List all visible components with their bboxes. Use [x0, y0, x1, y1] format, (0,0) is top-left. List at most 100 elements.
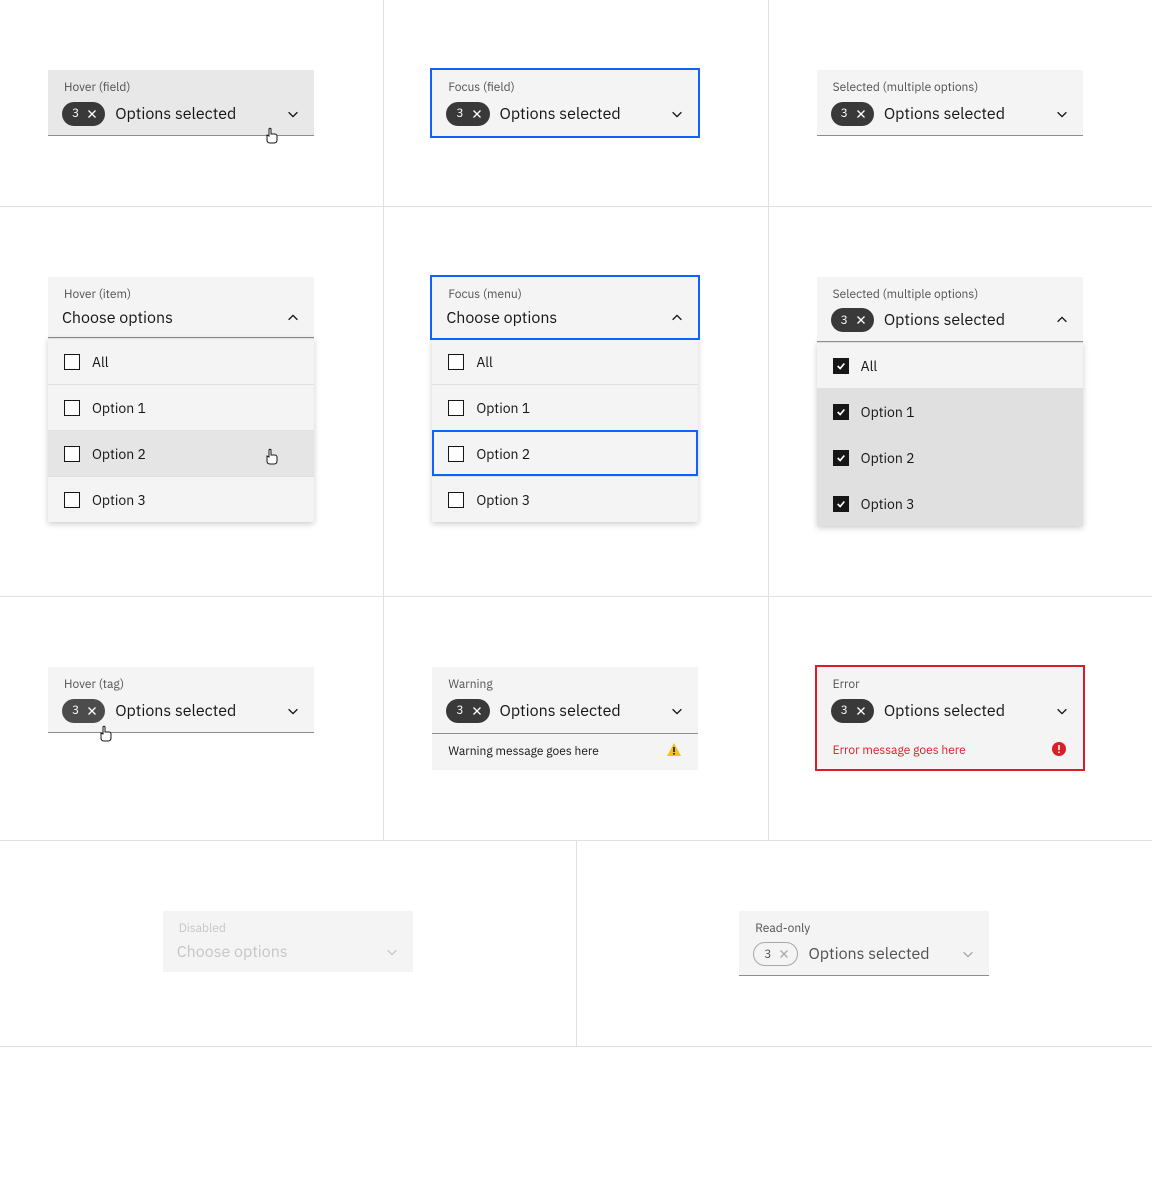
field-trigger[interactable]: 3 Options selected [817, 302, 1083, 342]
field-trigger[interactable]: Choose options [48, 302, 314, 338]
field-value: Options selected [884, 310, 1045, 330]
menu-item-label: Option 3 [861, 495, 915, 513]
chevron-down-icon [375, 945, 399, 959]
multiselect-hover-field[interactable]: Hover (field) 3 Options selected [48, 70, 314, 136]
field-label: Selected (multiple options) [817, 70, 1083, 96]
menu-item-option-3[interactable]: Option 3 [432, 476, 698, 522]
menu-item-option-3[interactable]: Option 3 [817, 480, 1083, 526]
field-trigger[interactable]: 3 Options selected [817, 96, 1083, 136]
multiselect-focus-menu[interactable]: Focus (menu) Choose options [432, 277, 698, 339]
tag-count: 3 [456, 703, 463, 718]
selection-tag: 3 [753, 942, 798, 966]
menu-item-option-2[interactable]: Option 2 [432, 430, 698, 476]
menu-item-all[interactable]: All [817, 342, 1083, 388]
multiselect-focus-field[interactable]: Focus (field) 3 Options selected [432, 70, 698, 136]
menu-item-option-1[interactable]: Option 1 [432, 384, 698, 430]
chevron-down-icon [951, 947, 975, 961]
checkbox-icon[interactable] [64, 446, 80, 462]
chevron-down-icon [276, 107, 300, 121]
field-trigger[interactable]: 3 Options selected [817, 693, 1083, 733]
selection-tag[interactable]: 3 [831, 699, 874, 723]
clear-icon[interactable] [468, 105, 486, 123]
checkbox-checked-icon[interactable] [833, 358, 849, 374]
clear-icon[interactable] [468, 702, 486, 720]
chevron-down-icon [660, 704, 684, 718]
checkbox-icon[interactable] [448, 446, 464, 462]
error-icon [1051, 741, 1067, 761]
menu-item-all[interactable]: All [48, 338, 314, 384]
field-underline [817, 135, 1083, 136]
menu-item-all[interactable]: All [432, 338, 698, 384]
field-value: Options selected [500, 104, 661, 124]
field-trigger: 3 Options selected [739, 936, 989, 976]
checkbox-icon[interactable] [448, 492, 464, 508]
menu-item-label: Option 3 [476, 491, 530, 509]
field-label: Focus (field) [432, 70, 698, 96]
field-value: Choose options [446, 308, 660, 328]
clear-icon[interactable] [83, 702, 101, 720]
checkbox-icon[interactable] [64, 400, 80, 416]
field-trigger[interactable]: 3 Options selected [432, 693, 698, 733]
menu-item-label: Option 1 [861, 403, 915, 421]
menu-item-option-1[interactable]: Option 1 [817, 388, 1083, 434]
tag-count: 3 [841, 703, 848, 718]
checkbox-icon[interactable] [64, 492, 80, 508]
field-value: Options selected [115, 701, 276, 721]
selection-tag[interactable]: 3 [446, 699, 489, 723]
selection-tag[interactable]: 3 [831, 102, 874, 126]
chevron-down-icon [660, 107, 684, 121]
chevron-up-icon [276, 311, 300, 325]
selection-tag[interactable]: 3 [62, 699, 105, 723]
tag-count: 3 [841, 313, 848, 328]
clear-icon[interactable] [852, 311, 870, 329]
field-trigger[interactable]: 3 Options selected [432, 96, 698, 136]
checkbox-icon[interactable] [448, 354, 464, 370]
dropdown-menu: All Option 1 Option 2 [817, 342, 1083, 526]
field-value: Options selected [884, 104, 1045, 124]
selection-tag[interactable]: 3 [446, 102, 489, 126]
chevron-down-icon [276, 704, 300, 718]
multiselect-selected-closed[interactable]: Selected (multiple options) 3 Options se… [817, 70, 1083, 136]
checkbox-checked-icon[interactable] [833, 404, 849, 420]
clear-icon[interactable] [852, 702, 870, 720]
dropdown-menu: All Option 1 Option 2 Option 3 [48, 338, 314, 522]
menu-item-label: Option 1 [476, 399, 530, 417]
field-label: Selected (multiple options) [817, 277, 1083, 303]
menu-item-label: Option 2 [476, 445, 530, 463]
tag-count: 3 [72, 106, 79, 121]
clear-icon[interactable] [852, 105, 870, 123]
multiselect-hover-item[interactable]: Hover (item) Choose options [48, 277, 314, 339]
selection-tag[interactable]: 3 [62, 102, 105, 126]
helper-text: Warning message goes here [448, 744, 599, 759]
menu-item-label: Option 2 [861, 449, 915, 467]
checkbox-icon[interactable] [64, 354, 80, 370]
menu-item-label: All [92, 353, 109, 371]
field-trigger[interactable]: Choose options [432, 302, 698, 338]
field-trigger[interactable]: 3 Options selected [48, 693, 314, 733]
multiselect-hover-tag[interactable]: Hover (tag) 3 Options selected [48, 667, 314, 733]
menu-item-option-3[interactable]: Option 3 [48, 476, 314, 522]
field-underline [739, 975, 989, 976]
selection-tag[interactable]: 3 [831, 308, 874, 332]
tag-count: 3 [841, 106, 848, 121]
multiselect-error[interactable]: Error 3 Options selected Error message g… [817, 667, 1083, 769]
menu-item-label: Option 2 [92, 445, 146, 463]
field-label: Focus (menu) [432, 277, 698, 303]
multiselect-warning[interactable]: Warning 3 Options selected Warning messa… [432, 667, 698, 770]
checkbox-checked-icon[interactable] [833, 496, 849, 512]
tag-count: 3 [456, 106, 463, 121]
menu-item-label: All [476, 353, 493, 371]
multiselect-selected-open[interactable]: Selected (multiple options) 3 Options se… [817, 277, 1083, 343]
field-underline [817, 341, 1083, 342]
clear-icon[interactable] [83, 105, 101, 123]
multiselect-readonly: Read-only 3 Options selected [739, 911, 989, 977]
checkbox-icon[interactable] [448, 400, 464, 416]
chevron-down-icon [1045, 704, 1069, 718]
pointer-cursor-icon [96, 723, 116, 749]
menu-item-option-1[interactable]: Option 1 [48, 384, 314, 430]
checkbox-checked-icon[interactable] [833, 450, 849, 466]
menu-item-option-2[interactable]: Option 2 [817, 434, 1083, 480]
field-label: Hover (field) [48, 70, 314, 96]
warning-icon [666, 742, 682, 762]
field-label: Disabled [163, 911, 413, 937]
